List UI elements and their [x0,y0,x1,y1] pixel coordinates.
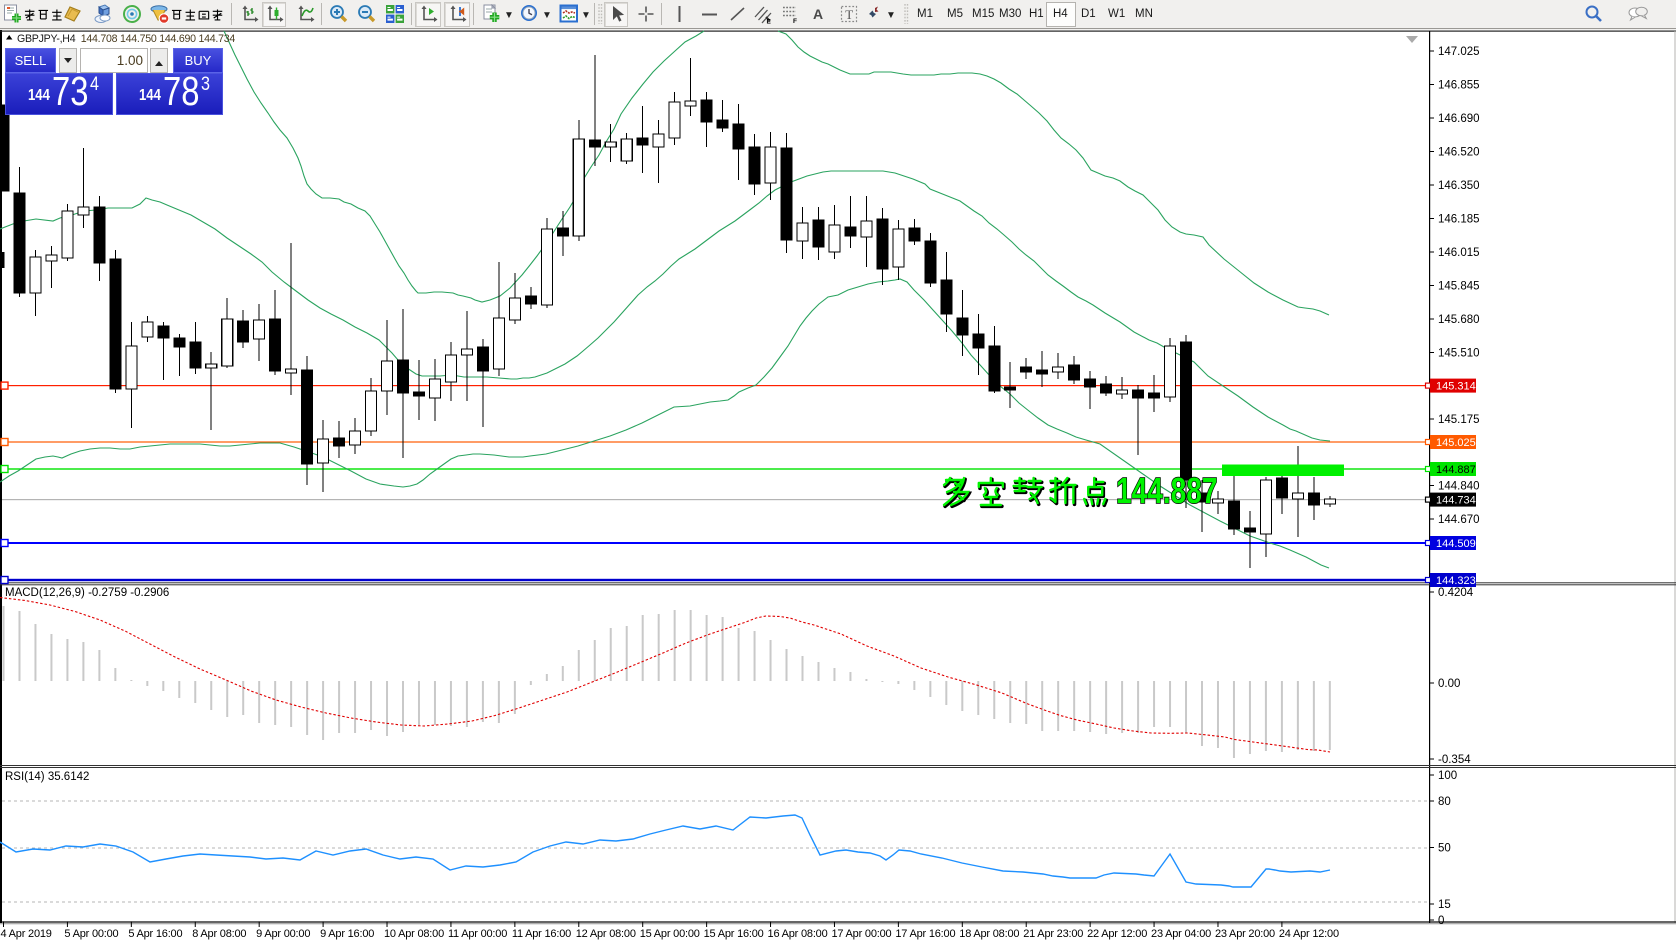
svg-text:12 Apr 08:00: 12 Apr 08:00 [576,928,636,940]
svg-text:146.185: 146.185 [1438,214,1480,226]
svg-text:8 Apr 08:00: 8 Apr 08:00 [192,928,246,940]
svg-text:145.845: 145.845 [1438,281,1480,293]
svg-text:147.025: 147.025 [1438,46,1480,58]
svg-text:23 Apr 04:00: 23 Apr 04:00 [1151,928,1211,940]
svg-text:T: T [845,7,853,22]
svg-text:5 Apr 16:00: 5 Apr 16:00 [128,928,182,940]
svg-text:144.887: 144.887 [1436,464,1476,476]
svg-text:GBPJPY-,H4 144.708 144.750 14: GBPJPY-,H4 144.708 144.750 144.690 144.7… [17,33,235,45]
svg-text:RSI(14) 35.6142: RSI(14) 35.6142 [5,771,89,783]
svg-text:-0.354: -0.354 [1438,754,1471,766]
svg-text:145.175: 145.175 [1438,414,1480,426]
svg-text:MACD(12,26,9) -0.2759 -0.2906: MACD(12,26,9) -0.2759 -0.2906 [5,587,169,599]
svg-text:11 Apr 16:00: 11 Apr 16:00 [512,928,571,940]
svg-text:146.350: 146.350 [1438,180,1480,192]
svg-text:E: E [767,19,772,25]
svg-text:F: F [793,18,797,24]
svg-text:144.840: 144.840 [1438,481,1480,493]
svg-text:144.670: 144.670 [1438,514,1480,526]
svg-text:146.015: 146.015 [1438,247,1480,259]
svg-text:146.855: 146.855 [1438,80,1480,92]
svg-text:50: 50 [1438,843,1451,855]
svg-text:100: 100 [1438,770,1457,782]
svg-text:80: 80 [1438,796,1451,808]
svg-text:144.887: 144.887 [1116,471,1217,511]
svg-text:4 Apr 2019: 4 Apr 2019 [1,928,52,940]
svg-text:146.520: 146.520 [1438,147,1480,159]
svg-text:144.734: 144.734 [1436,495,1476,507]
svg-text:21 Apr 23:00: 21 Apr 23:00 [1023,928,1083,940]
svg-text:0.00: 0.00 [1438,678,1460,690]
svg-text:17 Apr 16:00: 17 Apr 16:00 [895,928,955,940]
svg-text:5 Apr 00:00: 5 Apr 00:00 [64,928,118,940]
svg-text:146.690: 146.690 [1438,113,1480,125]
svg-text:22 Apr 12:00: 22 Apr 12:00 [1087,928,1147,940]
svg-text:145.680: 145.680 [1438,314,1480,326]
svg-text:145.314: 145.314 [1436,381,1476,393]
svg-text:15 Apr 16:00: 15 Apr 16:00 [704,928,764,940]
svg-text:9 Apr 16:00: 9 Apr 16:00 [320,928,374,940]
svg-text:9 Apr 00:00: 9 Apr 00:00 [256,928,310,940]
svg-text:145.510: 145.510 [1438,348,1480,360]
svg-text:18 Apr 08:00: 18 Apr 08:00 [959,928,1019,940]
svg-text:0: 0 [1438,915,1444,927]
svg-text:16 Apr 08:00: 16 Apr 08:00 [768,928,828,940]
svg-text:17 Apr 00:00: 17 Apr 00:00 [831,928,891,940]
svg-text:24 Apr 12:00: 24 Apr 12:00 [1279,928,1339,940]
svg-text:0.4204: 0.4204 [1438,587,1474,599]
svg-text:145.025: 145.025 [1436,437,1476,449]
svg-text:15 Apr 00:00: 15 Apr 00:00 [640,928,700,940]
svg-text:144.323: 144.323 [1436,575,1476,587]
svg-text:15: 15 [1438,899,1451,911]
svg-text:10 Apr 08:00: 10 Apr 08:00 [384,928,444,940]
svg-text:11 Apr 00:00: 11 Apr 00:00 [448,928,507,940]
svg-text:144.509: 144.509 [1436,538,1476,550]
svg-text:23 Apr 20:00: 23 Apr 20:00 [1215,928,1275,940]
